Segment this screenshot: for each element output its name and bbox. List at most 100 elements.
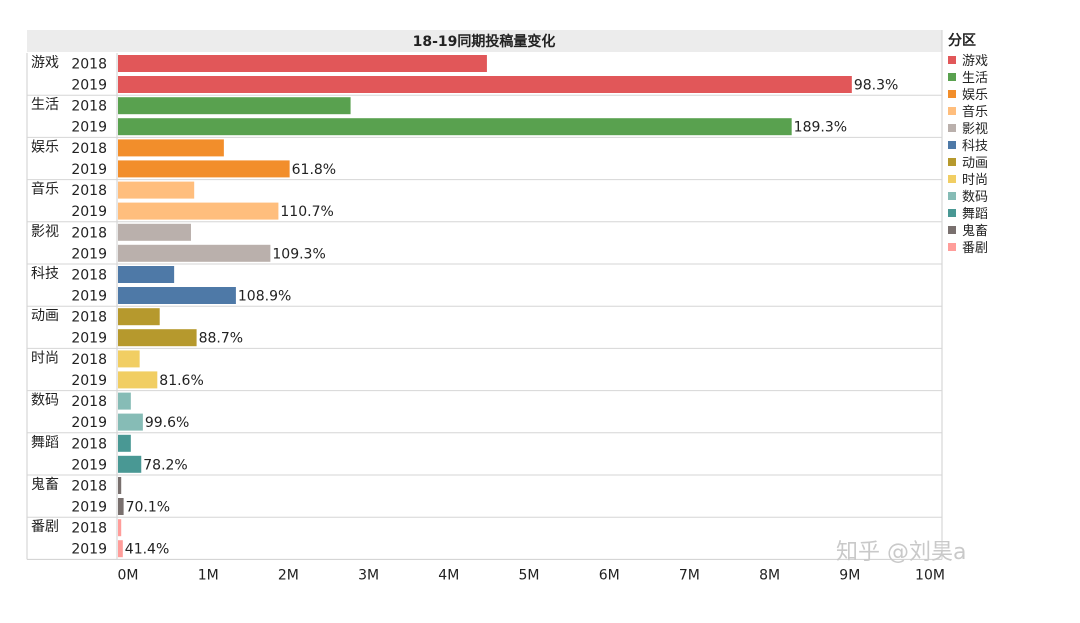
legend-item: 音乐 [948, 102, 988, 120]
year-label: 2018 [71, 141, 107, 157]
year-label: 2018 [71, 183, 107, 199]
legend-item: 游戏 [948, 51, 989, 69]
legend-label: 生活 [962, 71, 989, 86]
legend-swatch [948, 123, 956, 132]
legend-item: 影视 [948, 119, 989, 137]
year-label: 2019 [71, 78, 107, 94]
legend-swatch [948, 106, 956, 115]
legend-item: 番剧 [948, 238, 989, 256]
year-label: 2019 [71, 373, 107, 389]
bar [118, 371, 158, 389]
bar [118, 540, 123, 558]
legend-item: 科技 [948, 136, 988, 154]
bar [118, 223, 191, 241]
x-tick-label: 0M [118, 567, 139, 583]
bar [118, 413, 143, 431]
legend-swatch [948, 140, 956, 149]
growth-label: 41.4% [125, 542, 169, 558]
x-tick-label: 6M [599, 567, 620, 583]
legend-item: 时尚 [948, 170, 989, 188]
year-label: 2019 [71, 246, 107, 262]
legend-label: 番剧 [962, 241, 989, 256]
bar [118, 434, 131, 452]
growth-label: 88.7% [199, 331, 243, 347]
legend-label: 数码 [962, 190, 989, 205]
x-tick-label: 4M [438, 567, 459, 583]
year-label: 2018 [71, 225, 107, 241]
year-label: 2018 [71, 394, 107, 410]
legend-label: 时尚 [962, 173, 989, 188]
category-label: 娱乐 [31, 139, 59, 155]
chart-title: 18-19同期投稿量变化 [413, 33, 556, 50]
growth-label: 189.3% [794, 120, 847, 136]
category-label: 鬼畜 [31, 477, 59, 493]
year-label: 2018 [71, 57, 107, 73]
legend-label: 影视 [962, 122, 989, 137]
category-label: 生活 [31, 97, 59, 113]
legend-item: 鬼畜 [948, 221, 989, 239]
year-label: 2019 [71, 331, 107, 347]
bar [118, 244, 271, 262]
bar [118, 350, 140, 368]
category-label: 时尚 [31, 350, 59, 366]
legend-swatch [948, 72, 956, 81]
x-tick-label: 5M [519, 567, 540, 583]
x-tick-label: 9M [839, 567, 860, 583]
year-label: 2019 [71, 500, 107, 516]
bar [118, 287, 236, 304]
growth-label: 78.2% [143, 457, 187, 473]
legend-swatch [948, 157, 956, 166]
year-label: 2019 [71, 162, 107, 178]
legend-label: 娱乐 [962, 88, 989, 103]
x-tick-label: 1M [198, 567, 219, 583]
year-label: 2018 [71, 479, 107, 495]
legend-item: 动画 [948, 153, 989, 171]
title-bar [27, 30, 942, 52]
year-label: 2018 [71, 352, 107, 368]
year-label: 2019 [71, 204, 107, 220]
growth-label: 70.1% [126, 500, 170, 516]
x-tick-label: 3M [358, 567, 379, 583]
growth-label: 98.3% [854, 78, 898, 94]
legend-label: 鬼畜 [962, 224, 989, 239]
legend-title: 分区 [948, 33, 976, 49]
year-label: 2018 [71, 521, 107, 537]
bar [118, 477, 122, 494]
legend-label: 游戏 [962, 54, 989, 69]
growth-label: 99.6% [145, 415, 189, 431]
legend-swatch [948, 55, 956, 64]
growth-label: 109.3% [272, 246, 325, 262]
category-label: 舞蹈 [31, 435, 59, 451]
legend-item: 数码 [948, 187, 989, 205]
category-label: 数码 [31, 393, 59, 409]
bar [118, 329, 197, 347]
bar [118, 498, 124, 515]
year-label: 2019 [71, 120, 107, 136]
year-label: 2018 [71, 99, 107, 115]
bar [118, 181, 195, 199]
x-tick-label: 8M [759, 567, 780, 583]
category-label: 音乐 [31, 181, 59, 198]
legend-label: 舞蹈 [962, 207, 989, 222]
year-label: 2019 [71, 415, 107, 431]
legend-item: 娱乐 [948, 85, 989, 103]
category-label: 动画 [31, 308, 59, 324]
watermark: 知乎 @刘昊a [836, 540, 967, 565]
x-tick-label: 10M [915, 567, 945, 583]
category-label: 科技 [31, 266, 59, 282]
legend-swatch [948, 242, 956, 251]
bar [118, 76, 852, 93]
legend-label: 动画 [962, 156, 989, 171]
legend: 分区 游戏生活娱乐 音乐影视 科技动画时尚数码舞蹈鬼畜番剧 [948, 30, 989, 256]
legend-swatch [948, 191, 956, 200]
legend-item: 生活 [948, 68, 989, 86]
x-tick-label: 2M [278, 567, 299, 583]
growth-label: 61.8% [292, 162, 336, 178]
year-label: 2018 [71, 310, 107, 326]
year-label: 2019 [71, 457, 107, 473]
legend-item: 舞蹈 [948, 204, 989, 222]
year-label: 2019 [71, 289, 107, 305]
bar [118, 160, 290, 178]
bar [118, 455, 142, 473]
legend-swatch [948, 225, 956, 234]
